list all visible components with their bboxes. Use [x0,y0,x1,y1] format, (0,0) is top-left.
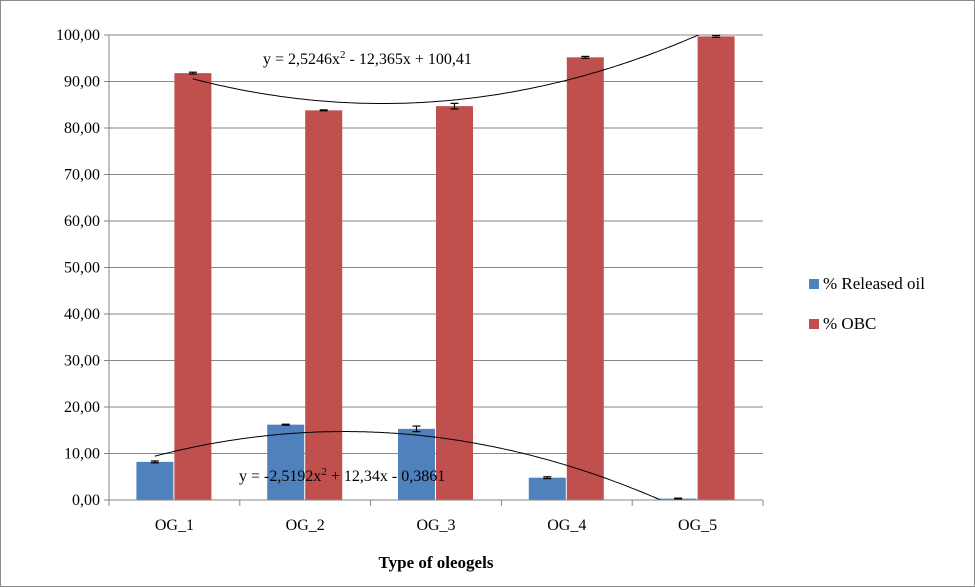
y-tick-label: 60,00 [64,213,100,230]
bar [528,477,566,500]
y-tick-label: 30,00 [64,353,100,370]
bar [697,36,735,501]
trendline-equations: y = 2,5246x2 - 12,365x + 100,41y = -2,51… [239,49,472,485]
x-axis-title: Type of oleogels [379,553,494,572]
y-tick-label: 90,00 [64,74,100,91]
bar [398,428,435,500]
y-tick-label: 0,00 [72,492,100,509]
y-tick-label: 70,00 [64,167,100,184]
bar [174,73,212,500]
trendline-equation: y = 2,5246x2 - 12,365x + 100,41 [263,49,472,68]
trendlines [154,35,700,500]
x-tick-label: OG_2 [286,517,325,534]
error-bars [150,34,721,500]
bar [436,106,473,501]
y-tick-label: 100,00 [56,27,100,44]
y-tick-label: 20,00 [64,399,100,416]
x-axis-tick-labels: OG_1 OG_2 OG_3 OG_4 OG_5 [155,517,717,534]
equation-part: y = -2,5192x [239,468,321,485]
bar [566,57,604,500]
equation-superscript: 2 [340,49,346,61]
legend-swatch [809,279,819,289]
bar [305,110,343,500]
equation-part: y = 2,5246x [263,51,340,68]
equation-part: - 12,365x + 100,41 [346,51,472,68]
legend-label: % OBC [823,314,876,333]
y-tick-label: 10,00 [64,446,100,463]
x-tick-label: OG_4 [547,517,586,534]
legend-label: % Released oil [823,274,925,293]
trendline-equation: y = -2,5192x2 + 12,34x - 0,3861 [239,466,445,485]
equation-superscript: 2 [321,466,327,478]
y-tick-label: 80,00 [64,120,100,137]
y-axis-tick-labels: 0,00 10,00 20,00 30,00 40,00 50,00 60,00 70,00 8… [56,27,100,509]
y-tick-label: 50,00 [64,260,100,277]
axes [108,35,764,506]
trendline [192,35,700,104]
bar [267,424,305,500]
bars [136,36,735,501]
trendline [154,431,663,500]
y-tick-label: 40,00 [64,306,100,323]
equation-part: + 12,34x - 0,3861 [327,468,445,485]
x-tick-label: OG_5 [678,517,717,534]
legend: % Released oil % OBC [809,274,925,333]
legend-swatch [809,319,819,329]
x-tick-label: OG_3 [416,517,455,534]
x-tick-label: OG_1 [155,517,194,534]
bar [136,461,174,500]
